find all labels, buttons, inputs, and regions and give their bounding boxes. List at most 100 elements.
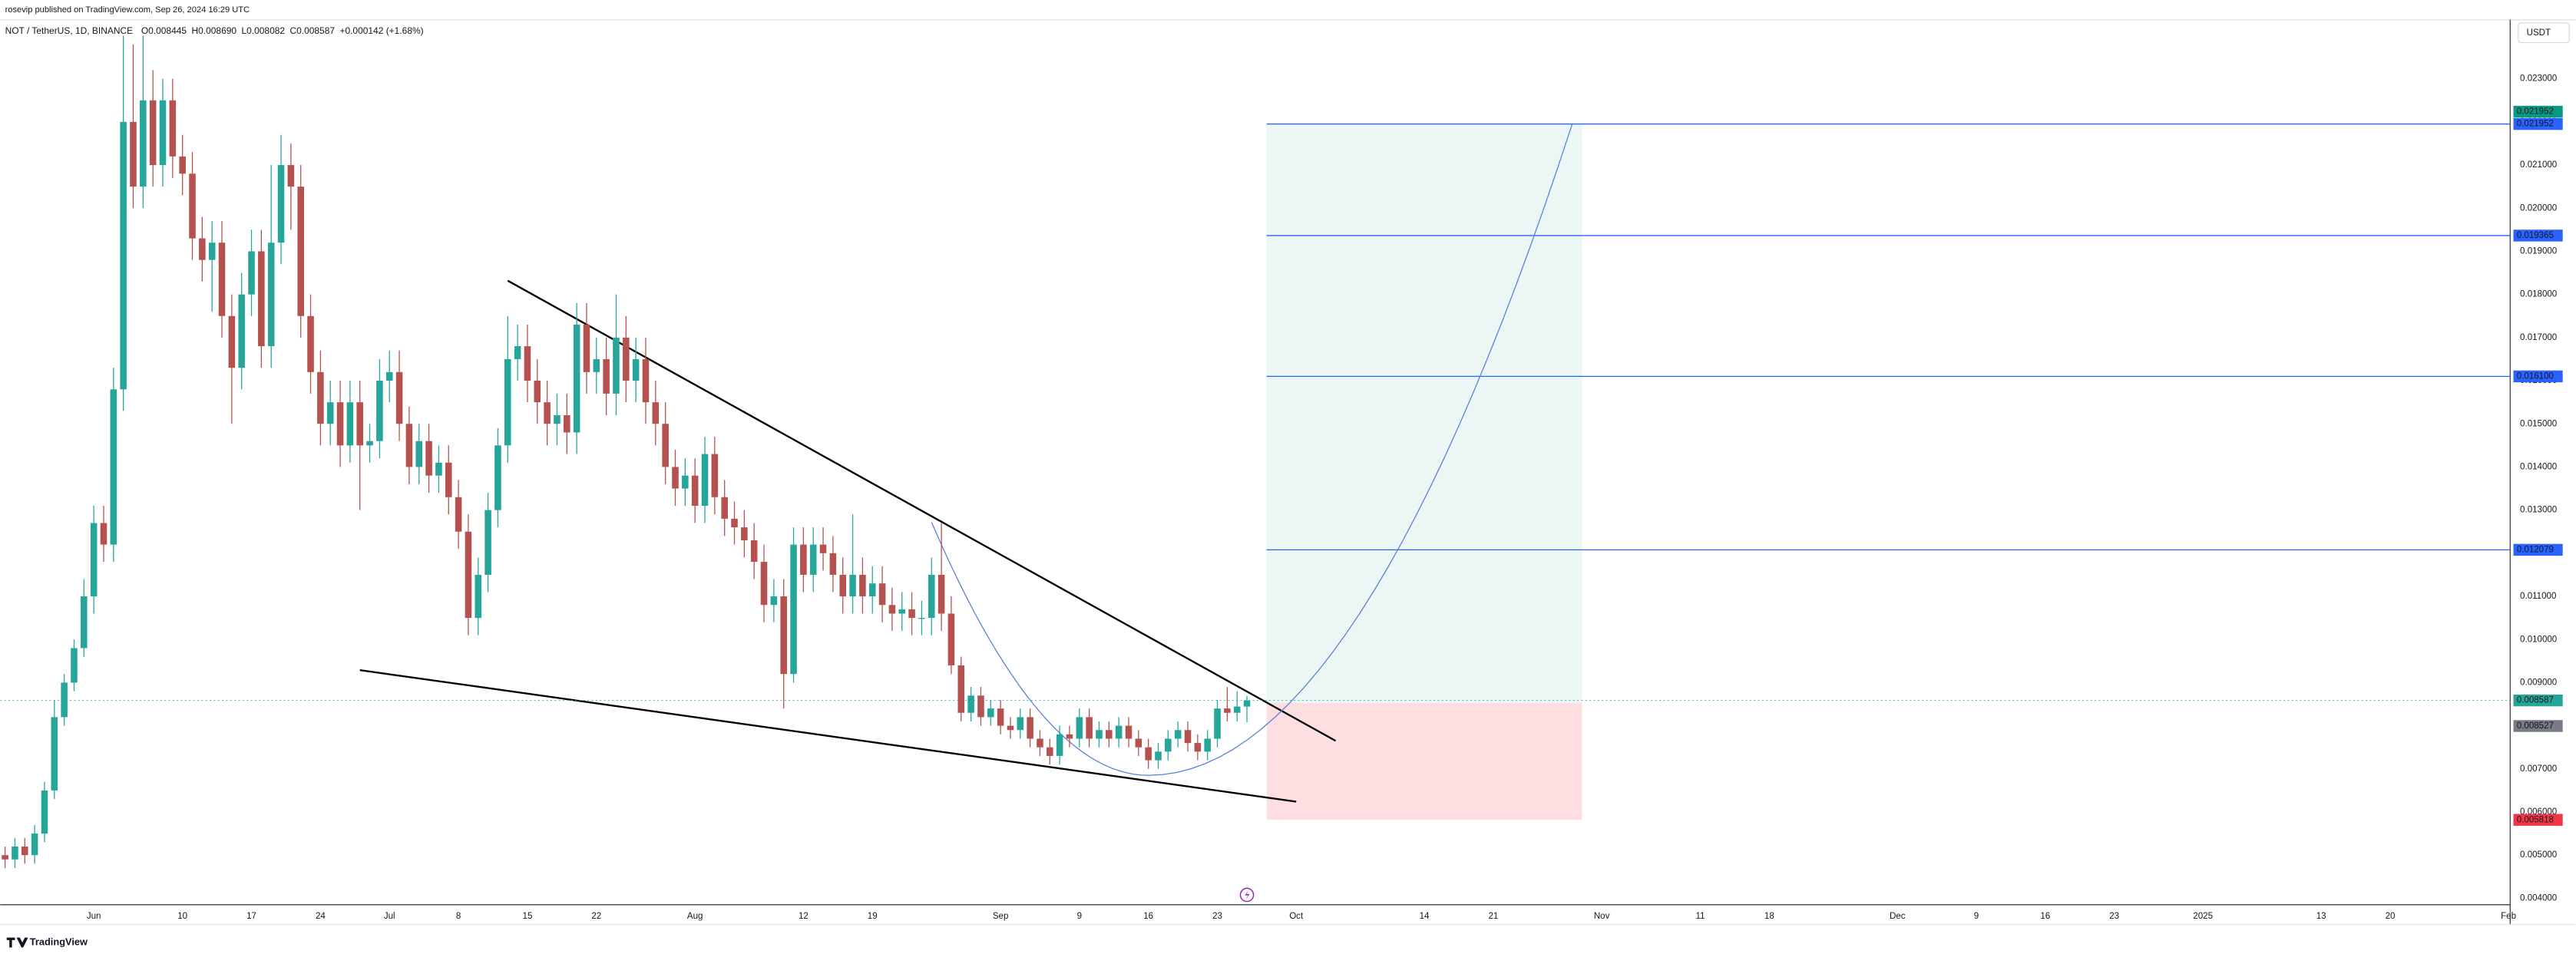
candle-body xyxy=(465,531,472,619)
x-tick-label: Nov xyxy=(1594,912,1610,921)
candle-body xyxy=(514,346,521,359)
candle-body xyxy=(1155,751,1162,761)
candle-body xyxy=(544,402,551,424)
candle-body xyxy=(770,596,778,606)
candle-body xyxy=(445,462,452,497)
candle-body xyxy=(829,553,837,575)
x-tick-label: 24 xyxy=(316,912,326,921)
candle-body xyxy=(632,358,640,381)
candle-body xyxy=(868,583,876,597)
candle-body xyxy=(1184,730,1192,744)
x-tick-label: 16 xyxy=(2040,912,2050,921)
candle-body xyxy=(376,381,383,441)
x-tick-label: 19 xyxy=(868,912,878,921)
level-label: 0.021952 xyxy=(2517,120,2554,129)
candle-body xyxy=(189,173,196,239)
candle-body xyxy=(1145,747,1152,761)
x-tick-label: Oct xyxy=(1289,912,1304,921)
candle-body xyxy=(1096,730,1103,739)
target-label-box xyxy=(2513,105,2563,118)
x-tick-label: Jul xyxy=(384,912,395,921)
candle-body xyxy=(385,371,393,381)
candle-body xyxy=(947,613,955,665)
y-tick-label: 0.010000 xyxy=(2520,635,2557,644)
candle-body xyxy=(366,441,373,446)
candle-body xyxy=(908,609,915,619)
x-tick-label: Aug xyxy=(687,912,703,921)
candle-body xyxy=(218,243,226,316)
loss-zone xyxy=(1266,702,1582,820)
candle-body xyxy=(1174,730,1182,739)
candle-body xyxy=(41,790,48,834)
price-label: 0.008587 xyxy=(2517,696,2554,705)
candle-body xyxy=(356,402,364,446)
candle-body xyxy=(110,389,117,545)
candle-body xyxy=(623,337,630,381)
brand-logo xyxy=(6,937,28,948)
price-label-box xyxy=(2513,694,2563,707)
candle-body xyxy=(179,156,186,174)
y-tick-label: 0.004000 xyxy=(2520,893,2557,903)
candle-body xyxy=(199,238,206,260)
legend: NOT / TetherUS, 1D, BINANCE O0.008445 H0.… xyxy=(5,25,424,36)
stop-label: 0.005818 xyxy=(2517,815,2554,824)
candle-body xyxy=(1165,738,1172,752)
candle-body xyxy=(967,695,974,713)
candle-body xyxy=(484,510,491,575)
candle-body xyxy=(554,414,561,424)
symbol: NOT / TetherUS, 1D, BINANCE xyxy=(5,25,134,36)
y-tick-label: 0.009000 xyxy=(2520,678,2557,687)
candle-body xyxy=(790,544,797,675)
y-tick-label: 0.013000 xyxy=(2520,506,2557,515)
candle-body xyxy=(534,381,541,403)
candle-body xyxy=(701,454,709,507)
x-tick-label: Jun xyxy=(87,912,101,921)
y-tick-label: 0.017000 xyxy=(2520,333,2557,342)
candle-body xyxy=(593,358,600,372)
candle-body xyxy=(957,665,965,713)
candle-body xyxy=(12,846,18,860)
brand: TradingView xyxy=(30,936,88,947)
candle-body xyxy=(51,717,58,791)
x-tick-label: 12 xyxy=(799,912,809,921)
candle-body xyxy=(1224,708,1231,713)
candle-body xyxy=(346,402,354,446)
candle-body xyxy=(120,121,127,390)
y-tick-label: 0.005000 xyxy=(2520,850,2557,860)
candle-body xyxy=(71,648,78,683)
axes: 0.0230000.0220000.0210000.0200000.019000… xyxy=(87,74,2563,921)
candle-body xyxy=(849,574,856,597)
candle-body xyxy=(859,574,866,597)
candle-body xyxy=(277,165,285,243)
level-label: 0.019365 xyxy=(2517,231,2554,240)
candle-body xyxy=(878,583,886,606)
publisher: rosevip published on TradingView.com, Se… xyxy=(5,5,250,15)
candle-body xyxy=(928,574,935,619)
candle-body xyxy=(1017,717,1024,731)
candle-body xyxy=(169,100,177,157)
candle-body xyxy=(760,562,768,606)
candle-body xyxy=(524,346,531,381)
x-tick-label: 2025 xyxy=(2193,912,2213,921)
candle-body xyxy=(800,544,807,575)
curve xyxy=(931,124,1573,776)
currency-box[interactable] xyxy=(2518,22,2570,44)
y-tick-label: 0.007000 xyxy=(2520,764,2557,774)
candle-body xyxy=(149,100,157,166)
level-label: 0.016100 xyxy=(2517,371,2554,381)
x-tick-label: 23 xyxy=(1212,912,1222,921)
candle-body xyxy=(287,165,295,187)
ohlc-value: O0.008445 xyxy=(141,25,187,36)
candle-body xyxy=(1233,706,1241,713)
y-tick-label: 0.021000 xyxy=(2520,160,2557,170)
candle-body xyxy=(662,424,669,467)
x-tick-label: Feb xyxy=(2501,912,2516,921)
trendline xyxy=(359,668,1297,803)
candle-body xyxy=(455,497,462,532)
candle-body xyxy=(1007,725,1014,731)
candle-body xyxy=(336,402,344,446)
x-tick-label: 11 xyxy=(1695,912,1705,921)
candle-body xyxy=(1125,725,1133,739)
